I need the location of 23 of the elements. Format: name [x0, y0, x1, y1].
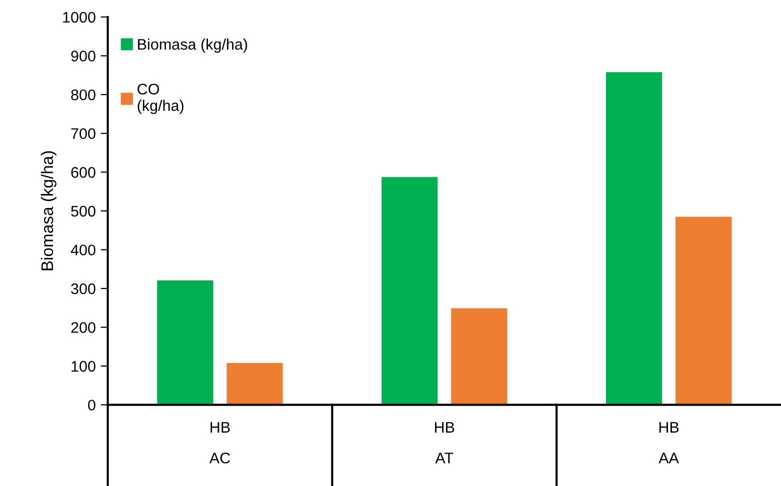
y-tick-label: 400	[70, 244, 96, 256]
bar	[606, 72, 662, 405]
y-tick-label: 800	[71, 89, 96, 100]
bar	[676, 216, 732, 405]
category-label: HB AC	[209, 422, 230, 464]
bar	[382, 177, 438, 405]
y-tick-label: 700	[71, 128, 96, 140]
legend-label: CO (kg/ha)	[138, 84, 184, 114]
y-tick-label: 1000	[63, 12, 96, 23]
bar	[451, 308, 508, 405]
y-tick-label: 200	[71, 322, 96, 333]
y-tick-label: 500	[71, 206, 96, 217]
y-tick-label: 0	[88, 400, 96, 411]
category-label: HB AT	[435, 422, 454, 464]
y-tick-label: 300	[71, 283, 96, 294]
legend-label: Biomasa (kg/ha)	[138, 38, 248, 53]
y-tick-label: 900	[71, 50, 96, 62]
y-tick-label: 600	[71, 167, 96, 178]
y-axis-title: Biomasa (kg/ha)	[40, 151, 56, 270]
category-label: HB AA	[658, 422, 679, 464]
bar	[226, 362, 283, 405]
bar	[157, 280, 214, 405]
y-tick-label: 100	[72, 360, 96, 372]
